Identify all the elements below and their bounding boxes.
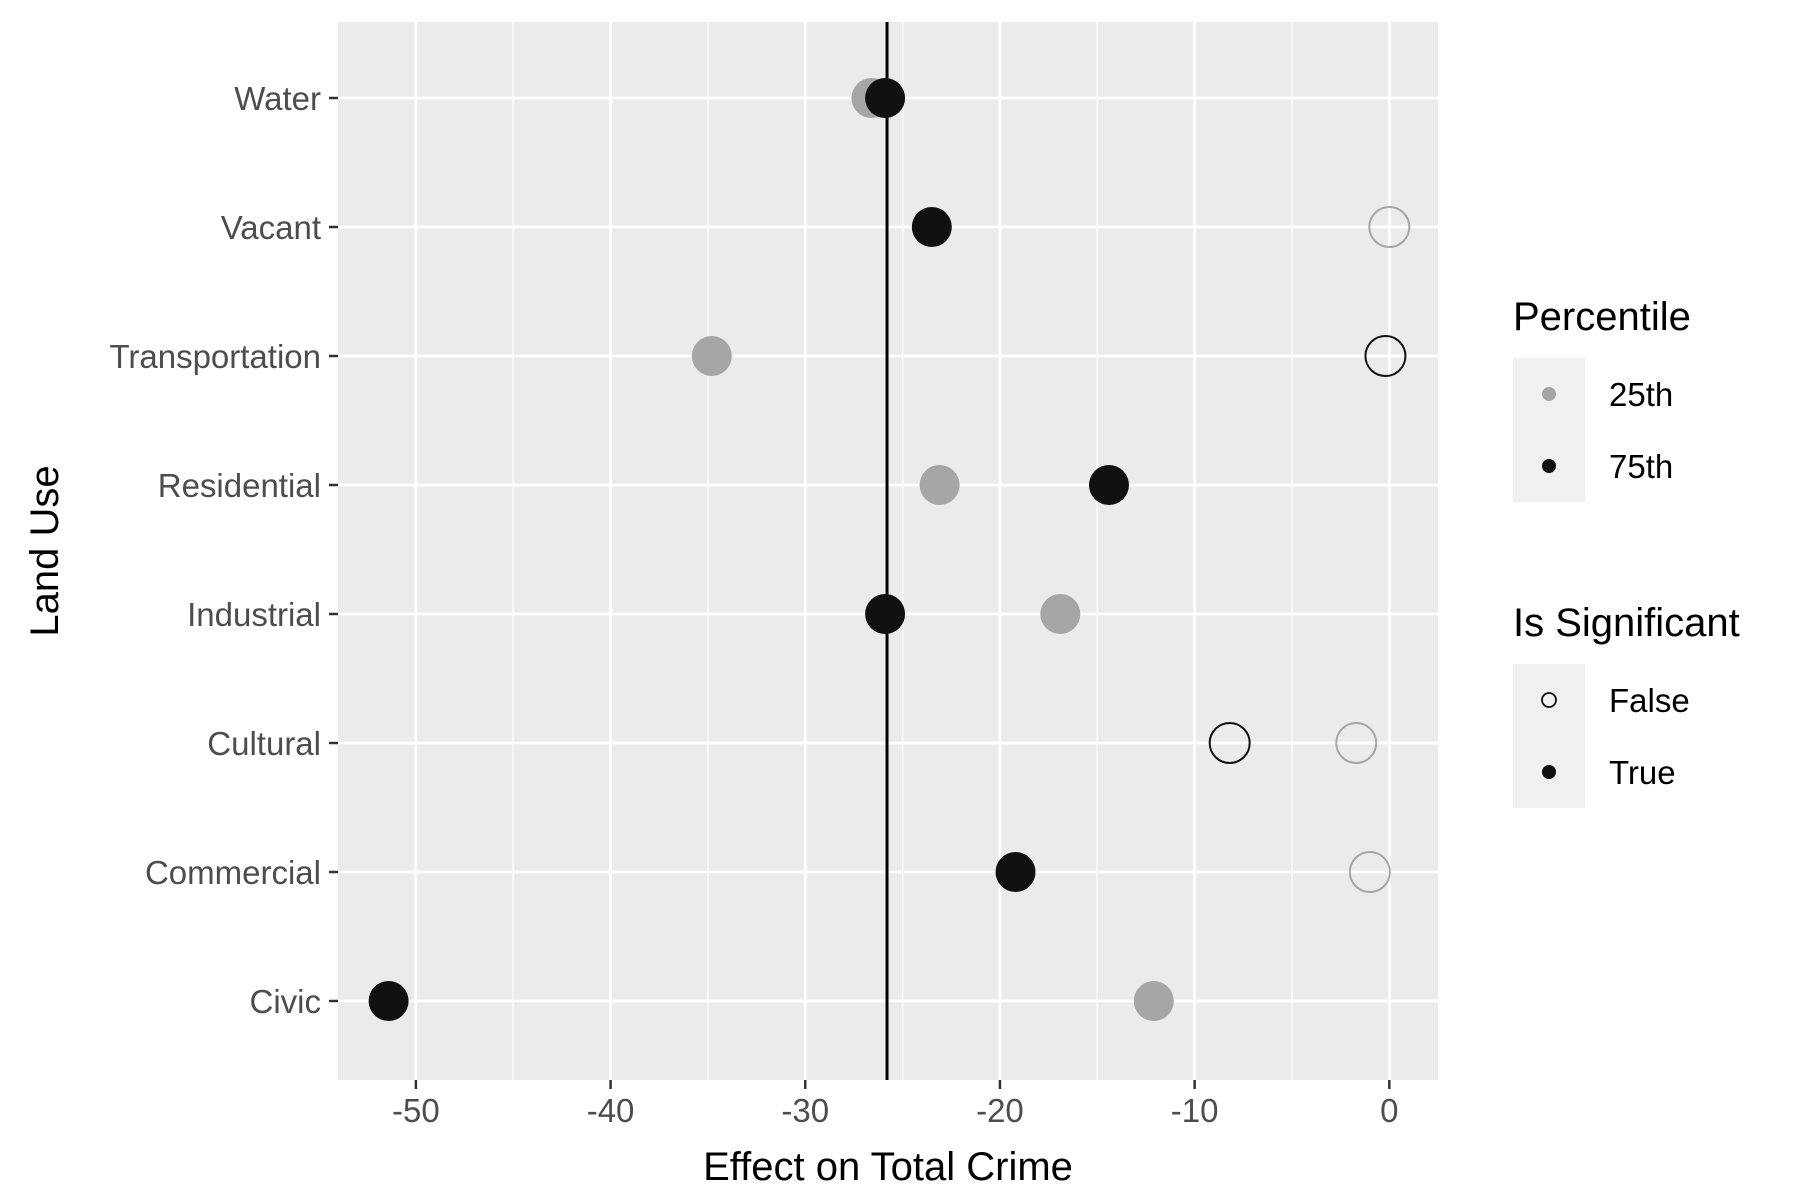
point-25th-vacant (1368, 206, 1411, 248)
y-tick-label: Commercial (145, 854, 321, 891)
y-axis: Civic Commercial Cultural Industrial Residen… (109, 80, 338, 1020)
x-tick-label: -20 (976, 1092, 1024, 1129)
x-axis-title: Effect on Total Crime (703, 1145, 1073, 1189)
y-tick-label: Civic (250, 983, 322, 1020)
y-tick-label: Residential (158, 467, 321, 504)
x-tick-label: 0 (1380, 1092, 1398, 1129)
y-tick-label: Water (234, 80, 321, 117)
x-tick-label: -40 (587, 1092, 635, 1129)
point-25th-industrial (1040, 594, 1081, 634)
legend-key-25th (1542, 387, 1556, 401)
point-25th-residential (919, 465, 960, 505)
legend-key-bg (1513, 664, 1585, 736)
legend: Percentile 25th 75th Is Significant False Tru… (1513, 295, 1740, 808)
point-75th-commercial (995, 852, 1036, 892)
legend-label: 75th (1609, 448, 1673, 485)
legend-title: Is Significant (1513, 601, 1740, 645)
legend-label: False (1609, 682, 1690, 719)
legend-key-false (1541, 692, 1557, 708)
points-layer (368, 78, 1411, 1021)
point-75th-civic (368, 981, 409, 1021)
point-25th-transportation (691, 336, 732, 376)
point-75th-vacant (911, 207, 952, 247)
legend-label: 25th (1609, 376, 1673, 413)
y-tick-label: Vacant (221, 209, 321, 246)
point-25th-cultural (1335, 722, 1378, 764)
point-75th-cultural (1208, 722, 1251, 764)
x-axis: -50 -40 -30 -20 -10 0 (392, 1080, 1399, 1129)
legend-key-75th (1542, 459, 1556, 473)
y-tick-label: Industrial (187, 596, 321, 633)
point-25th-commercial (1348, 851, 1391, 893)
point-25th-civic (1133, 981, 1174, 1021)
y-tick-label: Cultural (207, 725, 321, 762)
point-75th-industrial (865, 594, 906, 634)
y-tick-label: Transportation (109, 338, 321, 375)
x-tick-label: -10 (1171, 1092, 1219, 1129)
x-tick-label: -50 (392, 1092, 440, 1129)
x-tick-label: -30 (781, 1092, 829, 1129)
legend-key-true (1542, 765, 1556, 779)
point-75th-water (865, 78, 906, 118)
point-75th-transportation (1364, 335, 1407, 377)
y-axis-title: Land Use (23, 465, 67, 636)
legend-label: True (1609, 754, 1676, 791)
legend-title: Percentile (1513, 295, 1691, 339)
point-75th-residential (1088, 465, 1129, 505)
